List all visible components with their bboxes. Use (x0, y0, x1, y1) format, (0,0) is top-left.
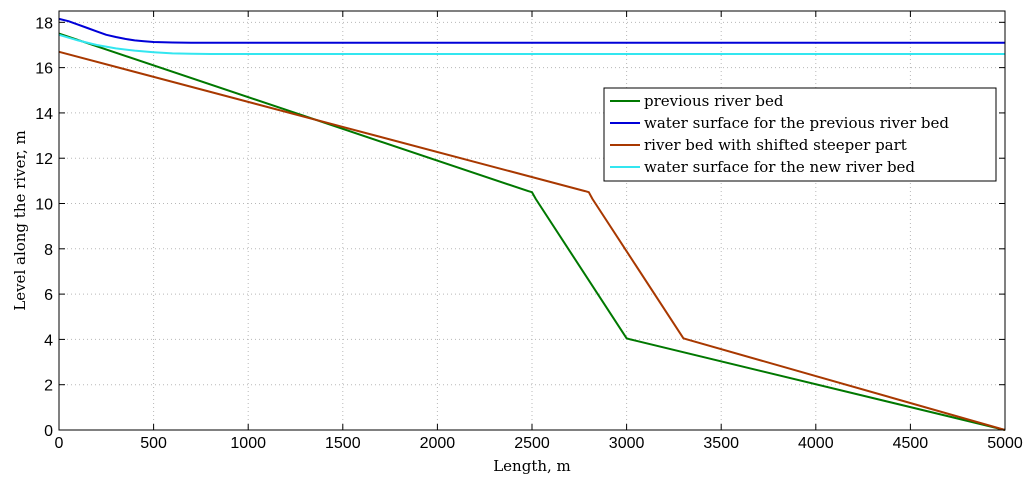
x-tick-label: 3000 (609, 435, 645, 452)
legend-label: river bed with shifted steeper part (644, 136, 907, 154)
legend-label: previous river bed (644, 92, 784, 110)
series-line-1 (58, 32, 1006, 431)
grid-lines (58, 11, 1006, 431)
y-tick-label: 8 (44, 242, 53, 259)
x-tick-label: 2000 (420, 435, 456, 452)
y-tick-label: 4 (44, 332, 53, 349)
legend-label: water surface for the previous river bed (644, 114, 949, 132)
x-tick-label: 0 (55, 435, 64, 452)
y-tick-label: 10 (35, 197, 53, 214)
y-tick-label: 16 (35, 61, 53, 78)
x-tick-label: 5000 (987, 435, 1023, 452)
tick-marks (58, 11, 1006, 431)
y-tick-label: 0 (44, 423, 53, 440)
x-tick-label: 1500 (325, 435, 361, 452)
series-layer (58, 17, 1006, 431)
legend-label: water surface for the new river bed (644, 158, 915, 176)
x-tick-labels: 0 500 1000 1500 2000 2500 3000 3500 4000 4500 5000 (55, 435, 1023, 452)
series-line-4 (58, 33, 1005, 55)
legend: previous river bed water surface for the … (603, 87, 997, 182)
y-tick-label: 12 (35, 151, 53, 168)
y-tick-labels: 0 2 4 6 8 10 12 14 16 18 (35, 15, 53, 440)
y-tick-label: 14 (35, 106, 53, 123)
legend-box (603, 87, 997, 182)
x-tick-label: 1000 (230, 435, 266, 452)
x-tick-label: 2500 (514, 435, 550, 452)
y-tick-label: 18 (35, 15, 53, 32)
x-tick-label: 3500 (703, 435, 739, 452)
y-tick-label: 6 (44, 287, 53, 304)
series-line-2 (58, 17, 1005, 44)
x-tick-label: 4000 (798, 435, 834, 452)
x-axis-label: Length, m (493, 457, 571, 475)
y-axis-label: Level along the river, m (11, 130, 29, 311)
y-tick-label: 2 (44, 378, 53, 395)
series-line-3 (58, 50, 1006, 431)
x-tick-label: 500 (140, 435, 167, 452)
x-tick-label: 4500 (893, 435, 929, 452)
